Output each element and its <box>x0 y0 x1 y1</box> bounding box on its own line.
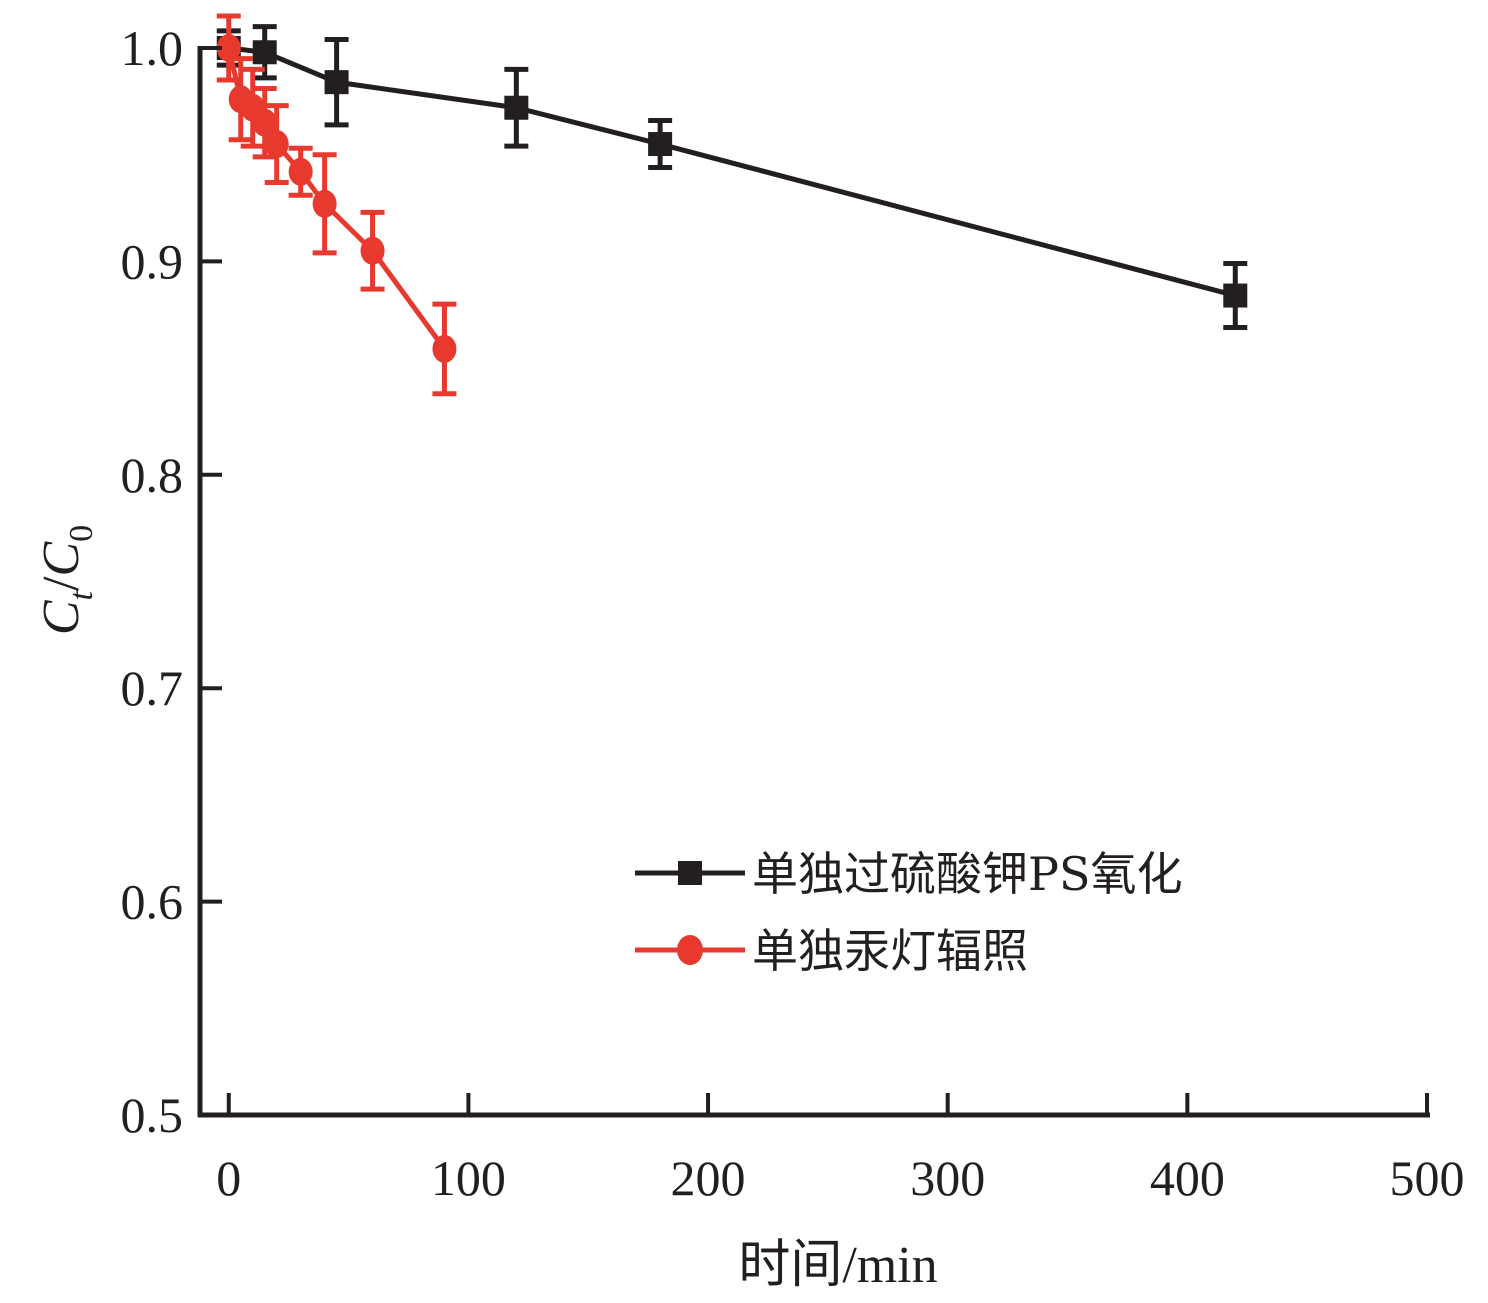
data-point-circle <box>288 157 313 186</box>
ticks: 0 100 200 300 400 500 0.5 0.6 0.7 0.8 0.9 1.0 <box>121 20 1465 1206</box>
data-point-circle <box>252 108 277 137</box>
data-point-circle <box>264 130 289 159</box>
y-tick-label: 0.7 <box>121 660 184 716</box>
svg-text:Ct/C0: Ct/C0 <box>33 525 100 635</box>
legend-item-ps: 单独过硫酸钾PS氧化 <box>635 847 1182 901</box>
y-tick-label: 1.0 <box>121 20 184 76</box>
y-label-c: C <box>33 599 90 635</box>
legend-label-mercury: 单独汞灯辐照 <box>752 924 1028 978</box>
series-mercury-lamp <box>216 13 457 397</box>
data-point-square <box>648 132 673 157</box>
axes <box>197 46 1430 1118</box>
legend: 单独过硫酸钾PS氧化 单独汞灯辐照 <box>635 847 1182 978</box>
y-tick-label: 0.8 <box>121 447 184 503</box>
x-tick-label: 100 <box>431 1150 506 1206</box>
y-label-c0: C <box>33 541 90 577</box>
data-point-circle <box>432 334 457 363</box>
y-label-slash: / <box>33 576 90 591</box>
series-ps-oxidation <box>216 24 1248 331</box>
legend-square-marker <box>678 861 702 885</box>
y-tick-label: 0.5 <box>121 1087 184 1143</box>
legend-label-ps: 单独过硫酸钾PS氧化 <box>752 847 1182 901</box>
data-point-square <box>252 40 277 65</box>
data-point-square <box>324 70 349 95</box>
y-tick-label: 0.9 <box>121 233 184 289</box>
y-tick-label: 0.6 <box>121 874 184 930</box>
data-point-circle <box>360 236 385 265</box>
y-label-sub-0: 0 <box>63 525 100 542</box>
data-point-circle <box>312 189 337 218</box>
plot-area <box>216 13 1248 397</box>
data-point-square <box>504 95 529 120</box>
x-tick-label: 0 <box>216 1150 241 1206</box>
data-point-circle <box>216 34 241 62</box>
y-label-sub-t: t <box>63 589 100 600</box>
x-tick-label: 300 <box>910 1150 985 1206</box>
y-axis-label: Ct/C0 <box>33 525 100 635</box>
legend-circle-marker <box>677 935 703 965</box>
x-tick-label: 500 <box>1390 1150 1465 1206</box>
x-axis-label: 时间/min <box>738 1237 937 1294</box>
legend-item-mercury: 单独汞灯辐照 <box>635 924 1028 978</box>
data-point-square <box>1223 283 1248 308</box>
x-tick-label: 400 <box>1150 1150 1225 1206</box>
x-tick-label: 200 <box>671 1150 746 1206</box>
